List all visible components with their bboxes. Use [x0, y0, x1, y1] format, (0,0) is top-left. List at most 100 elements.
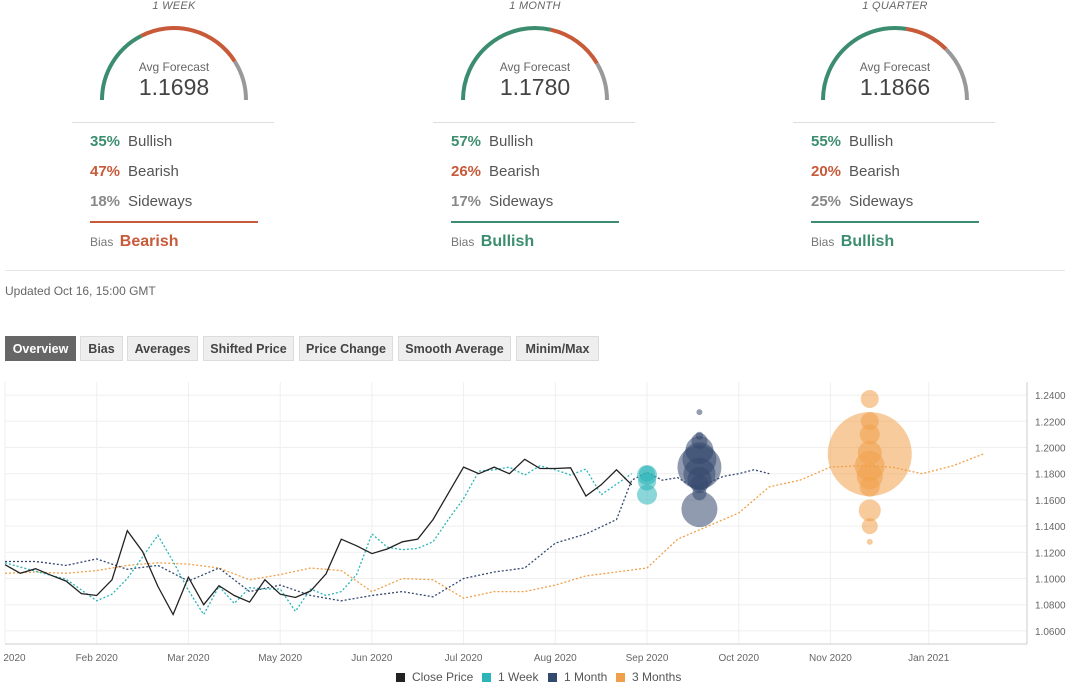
bias-row: Bias Bullish: [811, 233, 894, 251]
tab-minim-max[interactable]: Minim/Max: [516, 336, 599, 361]
bias-underline: [90, 221, 258, 223]
y-tick-label: 1.1000: [1035, 575, 1066, 586]
legend-swatch: [396, 673, 405, 682]
stat-label: Bearish: [849, 163, 900, 180]
forecast-bubble: [858, 499, 881, 522]
legend-label: 1 Week: [498, 670, 539, 684]
x-tick-label: Jan 2021: [908, 653, 950, 664]
legend-swatch: [548, 673, 557, 682]
panel-title: 1 QUARTER: [862, 0, 928, 12]
bias-underline: [811, 221, 979, 223]
legend: Close Price 1 Week 1 Month 3 Months: [396, 670, 681, 684]
stat-label: Bullish: [489, 133, 534, 150]
stat-pct: 57%: [451, 133, 482, 150]
x-tick-label: Aug 2020: [534, 653, 577, 664]
forecast-bubble: [639, 465, 656, 482]
bias-label: Bias: [811, 235, 835, 249]
y-tick-label: 1.1400: [1035, 522, 1066, 533]
bias-value: Bullish: [840, 233, 895, 250]
gauge-bearish-arc: [550, 27, 599, 65]
bias-label: Bias: [90, 235, 114, 249]
tab-overview[interactable]: Overview: [5, 336, 76, 361]
x-tick-label: Oct 2020: [718, 653, 759, 664]
gauge-sideways-arc: [944, 47, 969, 101]
gauge-bearish-arc: [905, 26, 948, 51]
stat-pct: 55%: [811, 133, 842, 150]
gauge: [100, 26, 248, 101]
bias-label: Bias: [451, 235, 475, 249]
tab-price-change[interactable]: Price Change: [299, 336, 393, 361]
gauge: [821, 26, 969, 101]
legend-label: Close Price: [412, 670, 474, 684]
legend-swatch: [482, 673, 491, 682]
gauge-sideways-arc: [595, 62, 609, 101]
stat-pct: 20%: [811, 163, 842, 180]
x-tick-label: Jun 2020: [351, 653, 393, 664]
y-tick-label: 1.0600: [1035, 627, 1066, 638]
stat-label: Sideways: [849, 193, 914, 210]
stat-label: Bearish: [128, 163, 179, 180]
stat-bearish: 26% Bearish: [451, 163, 540, 183]
gauge-bullish-arc: [461, 26, 552, 101]
bias-value: Bearish: [119, 233, 179, 250]
gauge-bearish-arc: [140, 26, 237, 63]
y-tick-label: 1.2000: [1035, 444, 1066, 455]
legend-label: 1 Month: [564, 670, 607, 684]
forecast-chart: 1.2400 1.2200 1.2000 1.1800 1.1600 1.1400 1.12…: [0, 382, 1066, 684]
forecast-bubble: [696, 409, 703, 416]
stat-label: Sideways: [489, 193, 554, 210]
avg-forecast-value: 1.1866: [859, 74, 931, 100]
y-tick-label: 1.1800: [1035, 470, 1066, 481]
forecast-bubble: [859, 424, 880, 445]
quarter-forecast-line: [4, 453, 984, 599]
tab-smooth-average[interactable]: Smooth Average: [398, 336, 511, 361]
y-tick-label: 1.1200: [1035, 548, 1066, 559]
bias-row: Bias Bullish: [451, 233, 534, 251]
x-tick-label: Sep 2020: [626, 653, 669, 664]
gauge-bullish-arc: [100, 34, 143, 101]
stat-bearish: 47% Bearish: [90, 163, 179, 183]
x-tick-label: Mar 2020: [167, 653, 210, 664]
legend-label: 3 Months: [632, 670, 681, 684]
x-tick-label: Nov 2020: [809, 653, 852, 664]
gauge-bullish-arc: [821, 26, 907, 101]
x-tick-label: Feb 2020: [76, 653, 119, 664]
stat-pct: 25%: [811, 193, 842, 210]
divider: [433, 122, 635, 123]
forecast-bubble: [860, 390, 879, 409]
stat-bullish: 55% Bullish: [811, 133, 893, 153]
divider: [72, 122, 274, 123]
forecast-bubbles: [637, 465, 658, 505]
stat-sideways: 18% Sideways: [90, 193, 192, 213]
stat-sideways: 17% Sideways: [451, 193, 553, 213]
x-tick-label: Jan 2020: [0, 653, 26, 664]
stat-bullish: 35% Bullish: [90, 133, 172, 153]
stat-pct: 18%: [90, 193, 121, 210]
gauge-sideways-arc: [233, 60, 248, 101]
x-tick-label: Jul 2020: [445, 653, 483, 664]
tab-averages[interactable]: Averages: [127, 336, 198, 361]
bias-underline: [451, 221, 619, 223]
stat-bullish: 57% Bullish: [451, 133, 533, 153]
forecast-bubble: [637, 484, 658, 505]
section-divider: [5, 270, 1065, 271]
divider: [793, 122, 995, 123]
forecast-bubbles: [677, 409, 722, 528]
tab-bias[interactable]: Bias: [80, 336, 123, 361]
avg-forecast-value: 1.1780: [499, 74, 571, 100]
forecast-bubbles: [854, 390, 885, 545]
stat-label: Sideways: [128, 193, 193, 210]
bias-value: Bullish: [480, 233, 535, 250]
stat-label: Bearish: [489, 163, 540, 180]
x-tick-label: May 2020: [258, 653, 302, 664]
close-price-line: [4, 458, 633, 617]
gauge: [461, 26, 609, 101]
stat-pct: 47%: [90, 163, 121, 180]
avg-forecast-value: 1.1698: [138, 74, 210, 100]
forecast-bubble: [861, 518, 878, 535]
tab-shifted-price[interactable]: Shifted Price: [203, 336, 294, 361]
panel-title: 1 WEEK: [152, 0, 196, 12]
panel-title: 1 MONTH: [509, 0, 561, 12]
avg-forecast-label: Avg Forecast: [859, 60, 931, 74]
y-tick-label: 1.2200: [1035, 417, 1066, 428]
